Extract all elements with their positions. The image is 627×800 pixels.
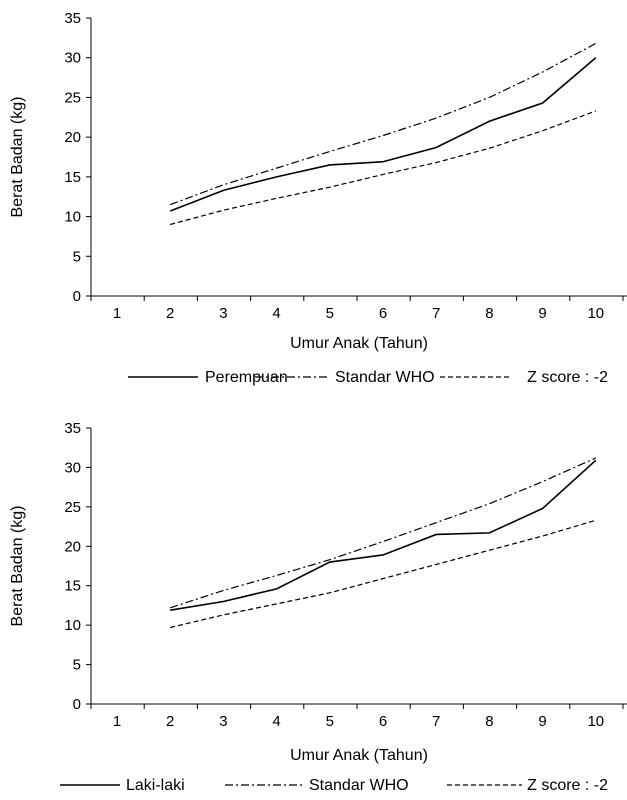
y-tick-label: 20 [64,538,81,555]
x-axis-title: Umur Anak (Tahun) [290,747,428,764]
y-tick-label: 25 [64,499,81,516]
y-tick-label: 15 [64,578,81,595]
x-tick-label: 2 [166,713,174,730]
legend-label: Perempuan [205,369,288,386]
x-tick-label: 9 [538,305,546,322]
y-tick-label: 35 [64,420,81,437]
y-tick-label: 25 [64,89,81,106]
x-tick-label: 10 [587,305,604,322]
series-line-standar-who [169,42,597,206]
legend-label: Laki-laki [126,777,185,794]
y-tick-label: 15 [64,169,81,186]
x-tick-label: 5 [326,713,334,730]
y-axis-title: Berat Badan (kg) [9,97,26,218]
legend-label: Standar WHO [309,777,409,794]
x-tick-label: 4 [272,305,280,322]
series-line-perempuan [169,57,597,212]
series-line-standar-who [170,457,597,609]
legend-label: Z score : -2 [527,777,608,794]
chart-2: 0 5 10 15 20 25 30 35 1 2 3 4 5 6 7 8 9 10 Umur Anak (Tahu… [9,420,627,794]
series-line-laki-laki [170,459,597,611]
x-tick-label: 3 [219,305,227,322]
y-tick-label: 0 [73,696,81,713]
x-tick-label: 8 [485,305,493,322]
x-tick-label: 8 [485,713,493,730]
series-line-z-score-2 [170,110,597,226]
x-tick-label: 3 [219,713,227,730]
x-tick-label: 6 [379,713,387,730]
y-tick-label: 30 [64,50,81,67]
legend-label: Standar WHO [335,369,435,386]
legend-label: Z score : -2 [527,369,608,386]
y-tick-label: 5 [73,248,81,265]
x-tick-label: 7 [432,713,440,730]
y-axis-title: Berat Badan (kg) [9,506,26,627]
y-tick-label: 20 [64,129,81,146]
y-tick-label: 35 [64,10,81,27]
x-tick-label: 6 [379,305,387,322]
y-tick-label: 0 [73,288,81,305]
x-axis-title: Umur Anak (Tahun) [290,335,428,352]
x-tick-label: 10 [587,713,604,730]
y-tick-label: 10 [64,209,81,226]
x-tick-label: 5 [326,305,334,322]
series-line-z-score-2 [170,519,596,629]
x-tick-label: 1 [113,305,121,322]
chart-1: 0 5 10 15 20 25 30 35 1 2 3 4 5 6 7 8 9 10 Umur Anak (Tahu… [9,10,627,386]
y-tick-label: 30 [64,459,81,476]
x-tick-label: 9 [538,713,546,730]
x-tick-label: 7 [432,305,440,322]
x-tick-label: 4 [272,713,280,730]
x-tick-label: 2 [166,305,174,322]
y-tick-label: 10 [64,617,81,634]
y-tick-label: 5 [73,657,81,674]
x-tick-label: 1 [113,713,121,730]
